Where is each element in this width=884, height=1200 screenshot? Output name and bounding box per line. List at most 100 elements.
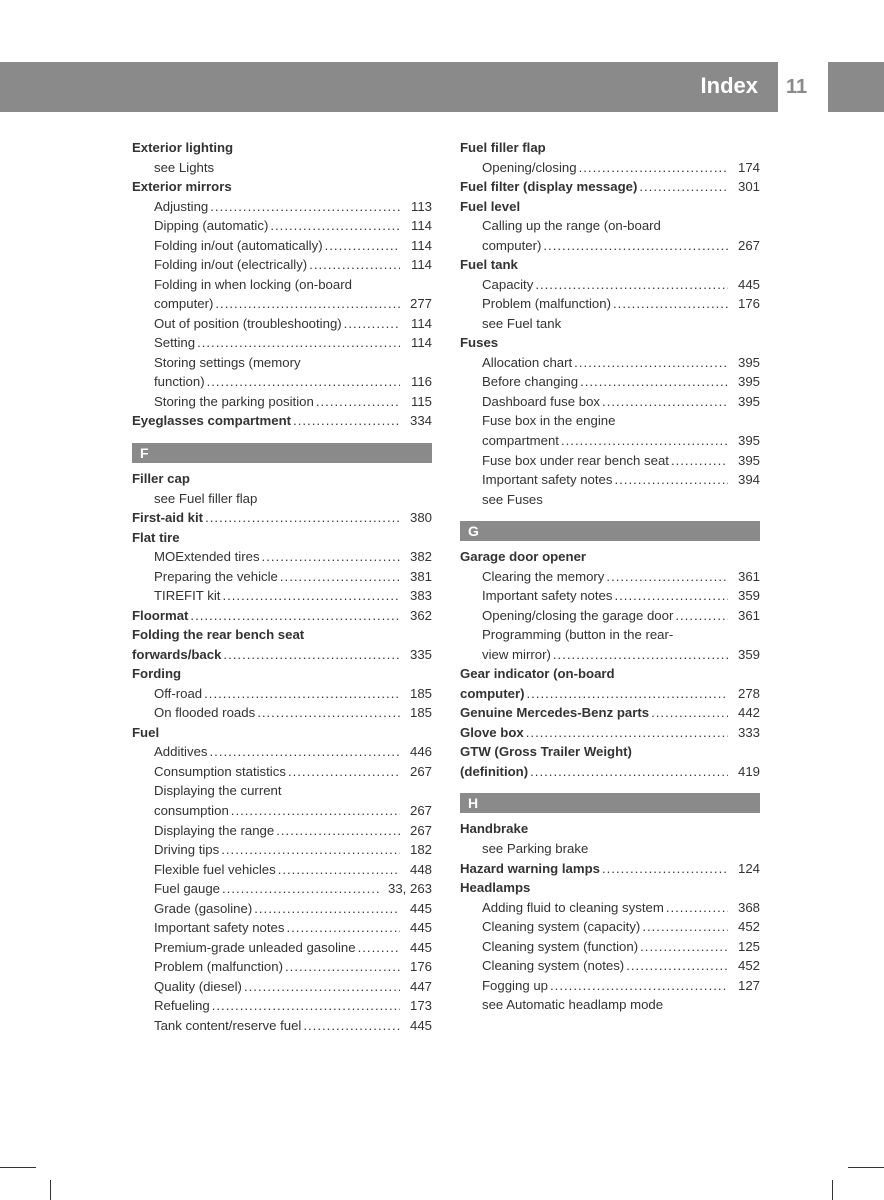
leader-dots: [316, 392, 400, 412]
index-subentry: Additives446: [132, 742, 432, 762]
page-ref: 419: [730, 762, 760, 782]
entry-label: Opening/closing: [482, 158, 577, 178]
leader-dots: [285, 957, 400, 977]
page-ref: 33, 263: [382, 879, 432, 899]
index-subentry: Calling up the range (on-board: [460, 216, 760, 236]
crop-mark: [50, 1180, 51, 1200]
entry-label: Important safety notes: [154, 918, 284, 938]
index-subentry: Quality (diesel) 447: [132, 977, 432, 997]
index-entry: forwards/back335: [132, 645, 432, 665]
page-ref: 442: [730, 703, 760, 723]
index-subentry: Problem (malfunction)176: [460, 294, 760, 314]
leader-dots: [254, 899, 400, 919]
index-entry: First-aid kit380: [132, 508, 432, 528]
entry-label: Before changing: [482, 372, 578, 392]
leader-dots: [309, 255, 400, 275]
index-subentry: Displaying the range267: [132, 821, 432, 841]
leader-dots: [358, 938, 400, 958]
index-entry: Fuel filter (display message) 301: [460, 177, 760, 197]
leader-dots: [675, 606, 728, 626]
index-subentry: Driving tips182: [132, 840, 432, 860]
leader-dots: [574, 353, 728, 373]
entry-label: Cleaning system (notes): [482, 956, 624, 976]
index-subentry: see Parking brake: [460, 839, 760, 859]
index-subentry: MOExtended tires382: [132, 547, 432, 567]
index-entry: Hazard warning lamps 124: [460, 859, 760, 879]
entry-label: computer): [154, 294, 213, 314]
entry-label: Cleaning system (function): [482, 937, 638, 957]
entry-label: Refueling: [154, 996, 210, 1016]
entry-label: (definition): [460, 762, 528, 782]
index-entry: Fuel level: [460, 197, 760, 217]
entry-label: Displaying the range: [154, 821, 274, 841]
page-ref: 114: [402, 236, 432, 256]
page-ref: 301: [730, 177, 760, 197]
index-entry: Genuine Mercedes-Benz parts442: [460, 703, 760, 723]
index-subentry: Dashboard fuse box395: [460, 392, 760, 412]
entry-label: MOExtended tires: [154, 547, 260, 567]
index-subentry: Capacity445: [460, 275, 760, 295]
page-ref: 333: [730, 723, 760, 743]
leader-dots: [526, 684, 728, 704]
index-subentry: Adding fluid to cleaning system368: [460, 898, 760, 918]
entry-label: Hazard warning lamps: [460, 859, 600, 879]
index-subentry: Grade (gasoline)445: [132, 899, 432, 919]
entry-label: Gear indicator (on-board: [460, 664, 615, 684]
leader-dots: [222, 879, 380, 899]
index-entry: Folding the rear bench seat: [132, 625, 432, 645]
entry-label: Dipping (automatic): [154, 216, 268, 236]
leader-dots: [640, 937, 728, 957]
entry-label: Quality (diesel): [154, 977, 242, 997]
index-subentry: Opening/closing the garage door361: [460, 606, 760, 626]
entry-label: Consumption statistics: [154, 762, 286, 782]
page-ref: 124: [730, 859, 760, 879]
leader-dots: [288, 762, 400, 782]
page-ref: 447: [402, 977, 432, 997]
index-subentry: Problem (malfunction)176: [132, 957, 432, 977]
page-ref: 445: [402, 899, 432, 919]
page-ref: 395: [730, 353, 760, 373]
entry-label: Flexible fuel vehicles: [154, 860, 276, 880]
entry-label: Out of position (troubleshooting): [154, 314, 342, 334]
column-left: Exterior lightingsee LightsExterior mirr…: [132, 138, 432, 1035]
index-subentry: computer) 277: [132, 294, 432, 314]
leader-dots: [613, 294, 728, 314]
entry-label: Cleaning system (capacity): [482, 917, 640, 937]
page-ref: 278: [730, 684, 760, 704]
entry-label: Folding in/out (automatically): [154, 236, 323, 256]
index-subentry: Folding in/out (electrically) 114: [132, 255, 432, 275]
entry-label: Fuses: [460, 333, 498, 353]
index-subentry: Programming (button in the rear-: [460, 625, 760, 645]
entry-label: Fuse box under rear bench seat: [482, 451, 669, 471]
entry-label: Preparing the vehicle: [154, 567, 278, 587]
index-subentry: Important safety notes359: [460, 586, 760, 606]
index-subentry: Setting114: [132, 333, 432, 353]
index-subentry: Displaying the current: [132, 781, 432, 801]
page-ref: 445: [402, 938, 432, 958]
index-entry: Fuel: [132, 723, 432, 743]
index-entry: Fording: [132, 664, 432, 684]
index-entry: computer)278: [460, 684, 760, 704]
leader-dots: [671, 451, 728, 471]
crop-mark: [832, 1180, 833, 1200]
entry-label: TIREFIT kit: [154, 586, 220, 606]
leader-dots: [204, 684, 400, 704]
entry-label: Important safety notes: [482, 586, 612, 606]
index-subentry: computer)267: [460, 236, 760, 256]
leader-dots: [614, 470, 728, 490]
index-subentry: Dipping (automatic)114: [132, 216, 432, 236]
entry-label: Programming (button in the rear-: [482, 625, 673, 645]
leader-dots: [205, 508, 400, 528]
page-ref: 114: [402, 333, 432, 353]
entry-label: Driving tips: [154, 840, 219, 860]
page-ref: 452: [730, 956, 760, 976]
entry-label: Folding in/out (electrically): [154, 255, 307, 275]
page-ref: 114: [402, 255, 432, 275]
index-subentry: consumption267: [132, 801, 432, 821]
entry-label: Allocation chart: [482, 353, 572, 373]
section-letter: H: [460, 793, 760, 813]
entry-label: Fuel filter (display message): [460, 177, 637, 197]
page-ref: 277: [402, 294, 432, 314]
leader-dots: [278, 860, 400, 880]
leader-dots: [223, 645, 400, 665]
